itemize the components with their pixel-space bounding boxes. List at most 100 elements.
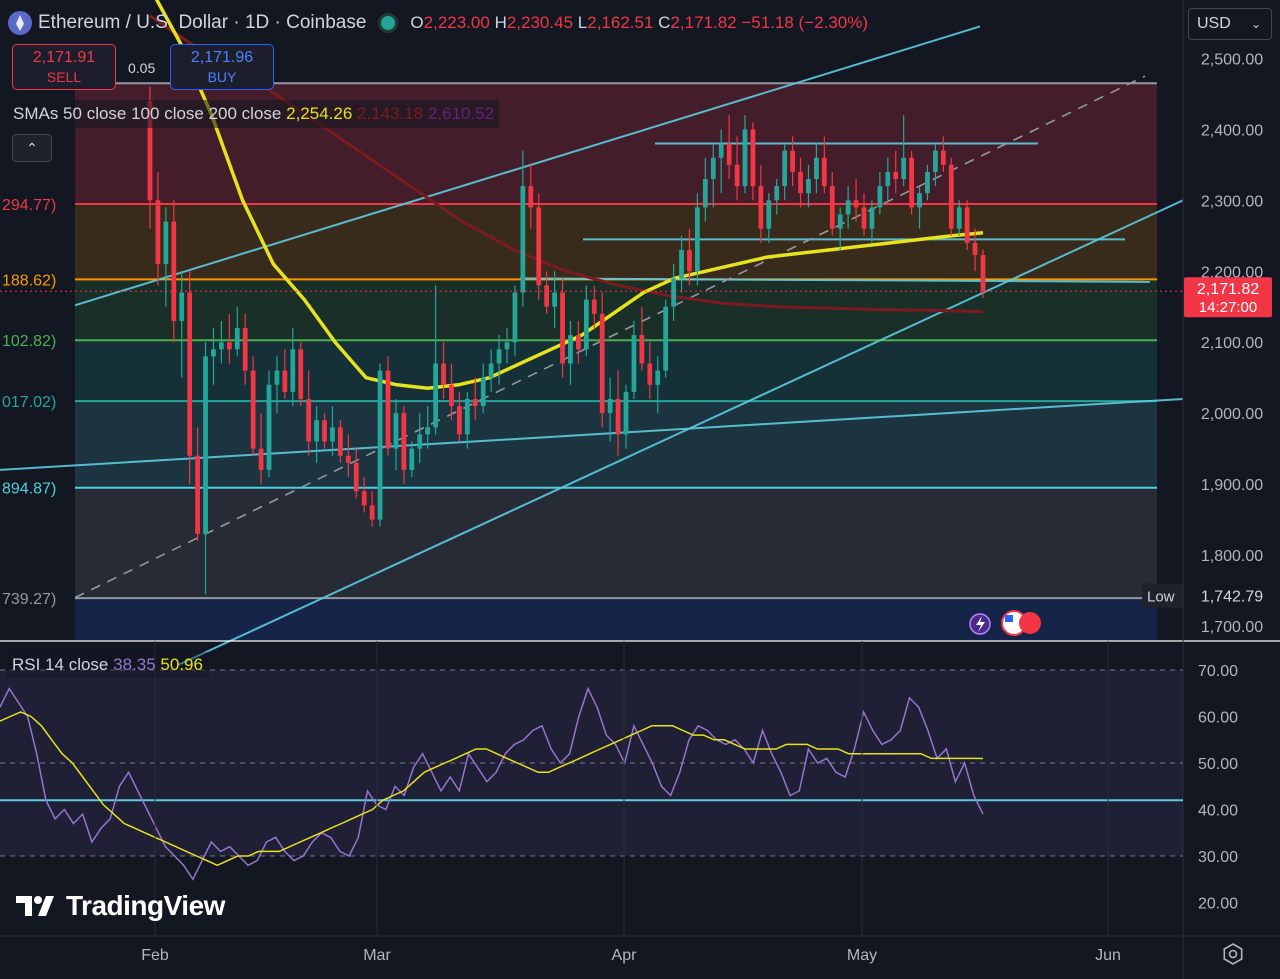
candle (472, 377, 478, 421)
rsi-ma-value: 50.96 (160, 655, 203, 674)
candle-body (806, 179, 811, 194)
candle (893, 150, 899, 194)
trend-line (74, 25, 981, 307)
candle (226, 313, 232, 364)
rsi-tick-label: 60.00 (1198, 710, 1238, 727)
last-price-value: 2,171.82 (1197, 281, 1259, 298)
candle (925, 164, 930, 201)
candle-body (393, 413, 399, 449)
candle (583, 285, 589, 357)
sma100-value: 2,143.18 (357, 104, 424, 123)
buy-button[interactable]: 2,171.96 BUY (170, 44, 274, 90)
rsi-tick-label: 30.00 (1198, 849, 1238, 866)
candle-body (361, 491, 367, 506)
candle (790, 136, 795, 187)
currency-select[interactable]: USD ⌄ (1188, 8, 1272, 40)
ethereum-icon (8, 11, 32, 35)
price-tick-label: 2,200.00 (1201, 264, 1263, 281)
tradingview-icon (16, 896, 54, 916)
candle (409, 441, 415, 478)
time-tick-label: Jun (1095, 947, 1121, 964)
symbol-title[interactable]: Ethereum / U.S. Dollar · 1D · Coinbase (38, 12, 367, 33)
rsi-legend-label: RSI 14 close (12, 655, 109, 674)
candle (647, 342, 653, 399)
candle-body (504, 342, 510, 350)
rsi-legend[interactable]: RSI 14 close 38.35 50.96 (6, 652, 209, 678)
candle (687, 228, 692, 286)
candle (631, 320, 637, 399)
candle (496, 335, 502, 385)
candle (607, 377, 613, 442)
sma200-value: 2,610.52 (427, 104, 495, 123)
candle-body (877, 186, 883, 208)
candle (798, 157, 803, 208)
candle (671, 264, 676, 321)
change-value: −51.18 (−2.30%) (741, 13, 869, 32)
rsi-tick-label: 50.00 (1198, 756, 1238, 773)
candle (345, 434, 351, 478)
candle-body (766, 200, 772, 229)
candle-body (821, 157, 827, 187)
candle (544, 271, 550, 314)
candle-body (615, 398, 621, 435)
sell-label: SELL (46, 69, 82, 85)
candle-body (187, 292, 193, 456)
price-tick-label: 1,800.00 (1201, 548, 1263, 565)
candle (528, 164, 534, 229)
price-tick-label: 2,100.00 (1201, 335, 1263, 352)
candle-body (576, 335, 581, 350)
candle (909, 150, 914, 215)
candle (742, 115, 748, 194)
brand-name: TradingView (66, 890, 225, 921)
lightning-bolt (976, 616, 985, 632)
candle-body (417, 434, 423, 449)
candle-body (599, 313, 605, 414)
candle-body (591, 299, 597, 314)
candle-body (742, 129, 748, 187)
symbol-header: Ethereum / U.S. Dollar · 1D · Coinbase O… (8, 8, 868, 38)
price-tick-label: 2,500.00 (1201, 51, 1263, 68)
settings-icon[interactable] (1222, 943, 1244, 965)
fib-level-label: 017.02) (2, 394, 56, 411)
candle-body (195, 455, 200, 534)
candle (449, 363, 454, 421)
sma-legend[interactable]: SMAs 50 close 100 close 200 close 2,254.… (8, 100, 500, 128)
rsi-tick-label: 20.00 (1198, 896, 1238, 913)
candle (274, 356, 280, 414)
price-tick-label: 1,900.00 (1201, 477, 1263, 494)
candle (377, 363, 383, 527)
candle-body (353, 462, 359, 492)
candle-body (607, 398, 613, 414)
low-label: Low (1147, 589, 1175, 606)
candle-body (480, 377, 486, 407)
candle (576, 320, 581, 364)
candle-body (274, 370, 280, 385)
candle (338, 420, 343, 463)
candle-body (750, 129, 756, 187)
candle (766, 193, 772, 243)
low-value: 1,742.79 (1201, 589, 1263, 606)
rsi-line (0, 686, 984, 881)
candle (488, 349, 494, 392)
sell-button[interactable]: 2,171.91 SELL (12, 44, 116, 90)
candle-body (845, 200, 851, 215)
candle-body (647, 363, 653, 385)
candle-body (980, 254, 986, 292)
candle-body (544, 285, 550, 307)
candle-body (401, 413, 407, 470)
flag-canton (1005, 615, 1013, 622)
candle (710, 143, 716, 208)
candle-body (488, 363, 494, 378)
candle-body (679, 249, 684, 279)
candle (433, 285, 438, 435)
price-tick-label: 2,000.00 (1201, 406, 1263, 423)
candle-body (425, 427, 431, 435)
candle (266, 370, 272, 478)
candle-body (869, 207, 875, 229)
candle (536, 193, 542, 300)
candle-body (639, 335, 645, 364)
candle-body (829, 186, 835, 229)
candle (464, 391, 470, 449)
collapse-indicators-button[interactable]: ⌃ (12, 134, 52, 162)
